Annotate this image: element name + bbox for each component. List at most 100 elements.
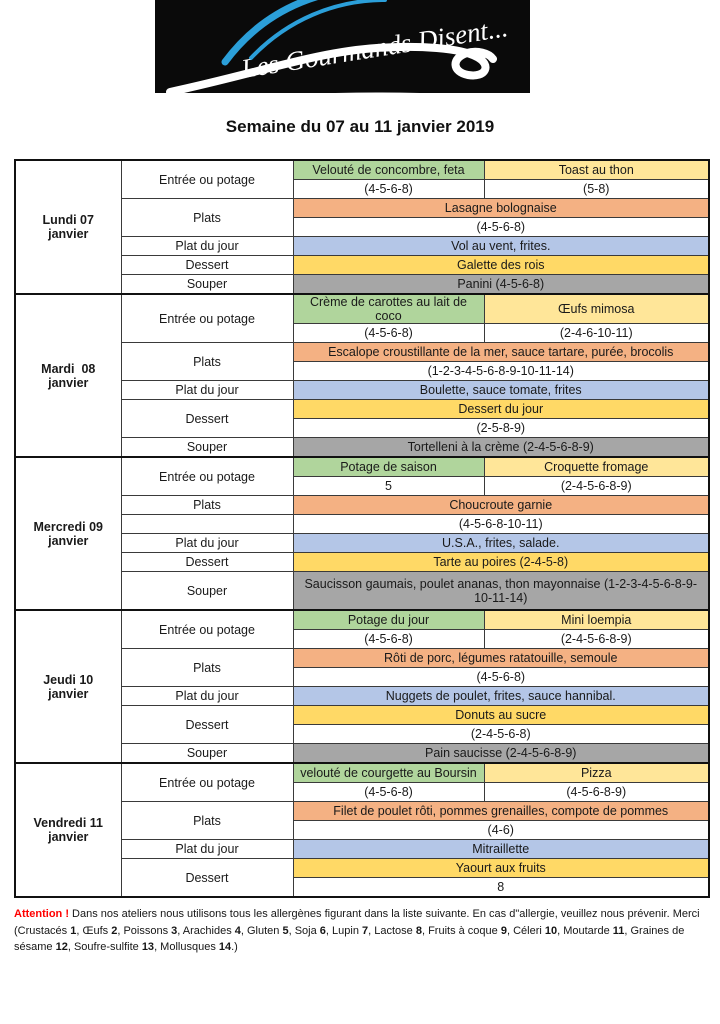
- dish-cell: Croquette fromage: [483, 456, 710, 477]
- allergen-cell: (1-2-3-4-5-6-8-9-10-11-14): [292, 361, 710, 381]
- menu-table: Lundi 07 janvier Entrée ou potage Velout…: [14, 159, 710, 898]
- allergen-cell: (4-5-6-8): [292, 782, 485, 802]
- day-name-line1: Mercredi 09: [33, 519, 103, 534]
- category-cell-entree: Entrée ou potage: [120, 609, 294, 649]
- dish-cell: Potage du jour: [292, 609, 485, 630]
- dish-cell: Lasagne bolognaise: [292, 198, 710, 218]
- category-cell-plat-du-jour: Plat du jour: [120, 533, 294, 553]
- dish-cell: Choucroute garnie: [292, 495, 710, 515]
- brand-logo: Les Gourmands Disent...: [155, 0, 530, 107]
- allergen-cell: (2-4-5-6-8): [292, 724, 710, 744]
- category-cell-dessert: Dessert: [120, 705, 294, 744]
- category-cell-plat-du-jour: Plat du jour: [120, 236, 294, 256]
- dish-cell: Boulette, sauce tomate, frites: [292, 380, 710, 400]
- dish-cell: Dessert du jour: [292, 399, 710, 419]
- category-cell-dessert: Dessert: [120, 552, 294, 572]
- dish-cell: Pizza: [483, 762, 710, 783]
- allergen-cell: (4-5-6-8-10-11): [292, 514, 710, 534]
- allergen-cell: (4-5-6-8): [292, 629, 485, 649]
- day-name-line1: Vendredi 11: [33, 816, 103, 830]
- day-cell: Vendredi 11 janvier: [14, 762, 122, 898]
- dish-cell: Filet de poulet rôti, pommes grenailles,…: [292, 801, 710, 821]
- category-cell-souper: Souper: [120, 274, 294, 295]
- day-name-line1: Lundi 07: [42, 213, 94, 227]
- allergen-cell: (5-8): [483, 179, 710, 199]
- category-cell-souper: Souper: [120, 571, 294, 611]
- day-name-line2: janvier: [48, 533, 89, 548]
- dish-cell: Toast au thon: [483, 159, 710, 180]
- category-cell-dessert: Dessert: [120, 255, 294, 275]
- dish-cell: Yaourt aux fruits: [292, 858, 710, 878]
- day-name-line1: Jeudi 10: [43, 672, 94, 687]
- logo-white-flourish: [166, 42, 497, 96]
- category-cell-dessert: Dessert: [120, 399, 294, 438]
- allergen-cell: (4-5-6-8): [292, 667, 710, 687]
- day-name-line2: janvier: [48, 227, 89, 241]
- dish-cell: Rôti de porc, légumes ratatouille, semou…: [292, 648, 710, 668]
- dish-cell: Œufs mimosa: [483, 293, 710, 324]
- allergen-cell: (2-4-6-10-11): [483, 323, 710, 343]
- dish-cell: Mini loempia: [483, 609, 710, 630]
- day-cell: Jeudi 10 janvier: [14, 609, 122, 764]
- allergen-cell: (4-5-6-8): [292, 179, 485, 199]
- allergen-cell: 8: [292, 877, 710, 898]
- dish-cell: Crème de carottes au lait de coco: [292, 293, 485, 324]
- dish-cell: velouté de courgette au Boursin: [292, 762, 485, 783]
- category-cell-dessert: Dessert: [120, 858, 294, 898]
- allergen-legend: Dans nos ateliers nous utilisons tous le…: [14, 908, 700, 953]
- day-cell: Mercredi 09 janvier: [14, 456, 122, 611]
- category-cell-entree: Entrée ou potage: [120, 159, 294, 199]
- dish-cell: Donuts au sucre: [292, 705, 710, 725]
- dish-cell: Escalope croustillante de la mer, sauce …: [292, 342, 710, 362]
- allergen-cell: 5: [292, 476, 485, 496]
- dish-cell: Vol au vent, frites.: [292, 236, 710, 256]
- logo-blue-flourish: [221, 0, 319, 66]
- allergen-cell: (4-5-6-8-9): [483, 782, 710, 802]
- category-cell-empty: [120, 514, 294, 534]
- category-cell-entree: Entrée ou potage: [120, 762, 294, 802]
- category-cell-plat-du-jour: Plat du jour: [120, 380, 294, 400]
- souper-cell: Panini (4-5-6-8): [292, 274, 710, 295]
- dish-cell: Nuggets de poulet, frites, sauce hanniba…: [292, 686, 710, 706]
- day-name-line2: janvier: [48, 375, 89, 390]
- category-cell-plats: Plats: [120, 342, 294, 381]
- category-cell-plats: Plats: [120, 801, 294, 840]
- logo-blue-flourish-2: [249, 0, 387, 60]
- category-cell-plats: Plats: [120, 648, 294, 687]
- dish-cell: Mitraillette: [292, 839, 710, 859]
- allergen-cell: (2-4-5-6-8-9): [483, 476, 710, 496]
- souper-cell: Pain saucisse (2-4-5-6-8-9): [292, 743, 710, 764]
- category-cell-souper: Souper: [120, 743, 294, 764]
- day-block-jeudi: Jeudi 10 janvier Entrée ou potage Potage…: [14, 609, 710, 764]
- day-name-line2: janvier: [48, 686, 89, 701]
- day-name-line1: Mardi 08: [41, 361, 96, 376]
- dish-cell: Velouté de concombre, feta: [292, 159, 485, 180]
- attention-label: Attention !: [14, 908, 69, 920]
- day-name-line2: janvier: [48, 830, 89, 844]
- allergen-cell: (2-4-5-6-8-9): [483, 629, 710, 649]
- day-block-mardi: Mardi 08 janvier Entrée ou potage Crème …: [14, 293, 710, 458]
- day-cell: Mardi 08 janvier: [14, 293, 122, 458]
- allergen-cell: (4-5-6-8): [292, 217, 710, 237]
- category-cell-entree: Entrée ou potage: [120, 456, 294, 496]
- dish-cell: U.S.A., frites, salade.: [292, 533, 710, 553]
- day-block-vendredi: Vendredi 11 janvier Entrée ou potage vel…: [14, 762, 710, 898]
- category-cell-souper: Souper: [120, 437, 294, 458]
- souper-cell: Saucisson gaumais, poulet ananas, thon m…: [292, 571, 710, 611]
- brand-logo-graphic: Les Gourmands Disent...: [155, 0, 530, 107]
- category-cell-entree: Entrée ou potage: [120, 293, 294, 343]
- day-block-lundi: Lundi 07 janvier Entrée ou potage Velout…: [14, 159, 710, 295]
- allergen-cell: (2-5-8-9): [292, 418, 710, 438]
- page-title: Semaine du 07 au 11 janvier 2019: [225, 117, 495, 136]
- allergen-cell: (4-6): [292, 820, 710, 840]
- category-cell-plats: Plats: [120, 198, 294, 237]
- allergen-cell: (4-5-6-8): [292, 323, 485, 343]
- dish-cell: Potage de saison: [292, 456, 485, 477]
- footer: Attention ! Dans nos ateliers nous utili…: [14, 906, 706, 956]
- category-cell-plat-du-jour: Plat du jour: [120, 686, 294, 706]
- day-block-mercredi: Mercredi 09 janvier Entrée ou potage Pot…: [14, 456, 710, 611]
- category-cell-plats: Plats: [120, 495, 294, 515]
- category-cell-plat-du-jour: Plat du jour: [120, 839, 294, 859]
- dish-cell: Tarte au poires (2-4-5-8): [292, 552, 710, 572]
